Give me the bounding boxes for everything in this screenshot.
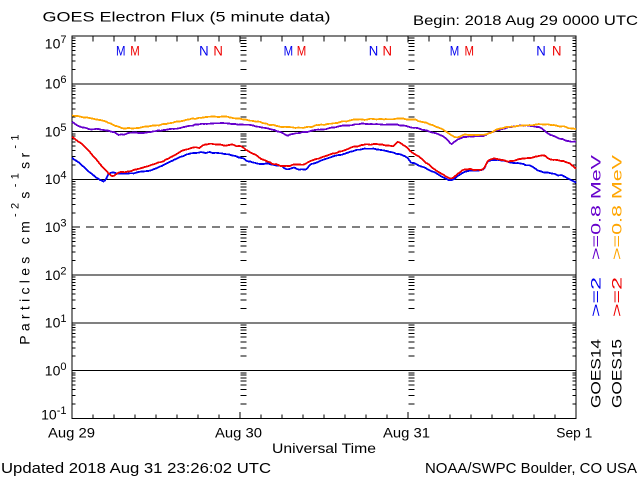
- svg-text:>=2: >=2: [609, 277, 625, 317]
- svg-text:Begin: 2018 Aug 29 0000 UTC: Begin: 2018 Aug 29 0000 UTC: [413, 12, 638, 28]
- svg-text:M: M: [450, 43, 460, 59]
- svg-text:Universal Time: Universal Time: [272, 441, 376, 456]
- svg-text:GOES14: GOES14: [588, 339, 604, 408]
- svg-text:M: M: [297, 43, 307, 59]
- svg-text:>=2: >=2: [588, 277, 604, 317]
- svg-text:>=0.8 MeV: >=0.8 MeV: [609, 154, 625, 260]
- svg-text:N: N: [552, 43, 562, 59]
- svg-text:GOES15: GOES15: [609, 339, 625, 408]
- svg-text:Aug 29: Aug 29: [48, 425, 95, 441]
- svg-text:N: N: [369, 43, 379, 59]
- svg-text:Aug 31: Aug 31: [383, 425, 430, 441]
- svg-text:>=0.8 MeV: >=0.8 MeV: [588, 154, 604, 260]
- svg-text:GOES Electron Flux (5 minute d: GOES Electron Flux (5 minute data): [43, 9, 331, 25]
- svg-text:NOAA/SWPC Boulder, CO USA: NOAA/SWPC Boulder, CO USA: [425, 461, 637, 477]
- svg-text:N: N: [536, 43, 546, 59]
- svg-text:M: M: [116, 43, 126, 59]
- svg-text:N: N: [383, 43, 393, 59]
- svg-text:Aug 30: Aug 30: [215, 425, 262, 441]
- svg-text:Sep 1: Sep 1: [556, 425, 592, 441]
- svg-text:M: M: [465, 43, 475, 59]
- svg-text:Updated 2018 Aug 31 23:26:02 U: Updated 2018 Aug 31 23:26:02 UTC: [1, 461, 271, 477]
- svg-text:N: N: [213, 43, 223, 59]
- svg-text:M: M: [284, 43, 294, 59]
- svg-text:N: N: [199, 43, 209, 59]
- svg-text:M: M: [130, 43, 140, 59]
